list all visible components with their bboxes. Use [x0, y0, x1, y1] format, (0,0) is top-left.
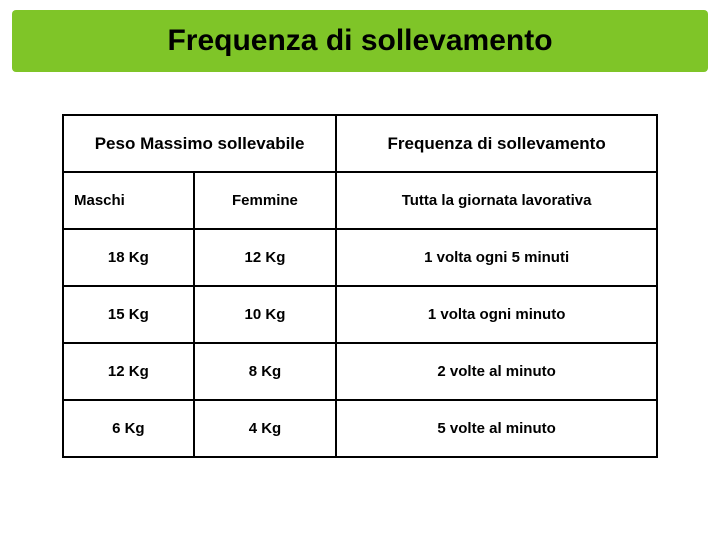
table-subheader-row: Maschi Femmine Tutta la giornata lavorat… — [63, 172, 657, 229]
table-header-row: Peso Massimo sollevabile Frequenza di so… — [63, 115, 657, 172]
cell-femmine: 8 Kg — [194, 343, 337, 400]
lifting-frequency-table: Peso Massimo sollevabile Frequenza di so… — [62, 114, 658, 458]
cell-femmine: 12 Kg — [194, 229, 337, 286]
slide-title-bar: Frequenza di sollevamento — [12, 10, 708, 72]
table-row: 6 Kg 4 Kg 5 volte al minuto — [63, 400, 657, 457]
cell-maschi: 6 Kg — [63, 400, 194, 457]
table-row: 12 Kg 8 Kg 2 volte al minuto — [63, 343, 657, 400]
header-peso: Peso Massimo sollevabile — [63, 115, 336, 172]
cell-maschi: 18 Kg — [63, 229, 194, 286]
table-row: 18 Kg 12 Kg 1 volta ogni 5 minuti — [63, 229, 657, 286]
cell-frequenza: 1 volta ogni 5 minuti — [336, 229, 657, 286]
table-container: Peso Massimo sollevabile Frequenza di so… — [62, 114, 658, 458]
subhead-maschi: Maschi — [63, 172, 194, 229]
slide-title: Frequenza di sollevamento — [12, 24, 708, 58]
header-frequenza: Frequenza di sollevamento — [336, 115, 657, 172]
table-row: 15 Kg 10 Kg 1 volta ogni minuto — [63, 286, 657, 343]
cell-femmine: 4 Kg — [194, 400, 337, 457]
cell-maschi: 15 Kg — [63, 286, 194, 343]
subhead-giornata: Tutta la giornata lavorativa — [336, 172, 657, 229]
cell-femmine: 10 Kg — [194, 286, 337, 343]
cell-maschi: 12 Kg — [63, 343, 194, 400]
cell-frequenza: 5 volte al minuto — [336, 400, 657, 457]
cell-frequenza: 1 volta ogni minuto — [336, 286, 657, 343]
cell-frequenza: 2 volte al minuto — [336, 343, 657, 400]
subhead-femmine: Femmine — [194, 172, 337, 229]
